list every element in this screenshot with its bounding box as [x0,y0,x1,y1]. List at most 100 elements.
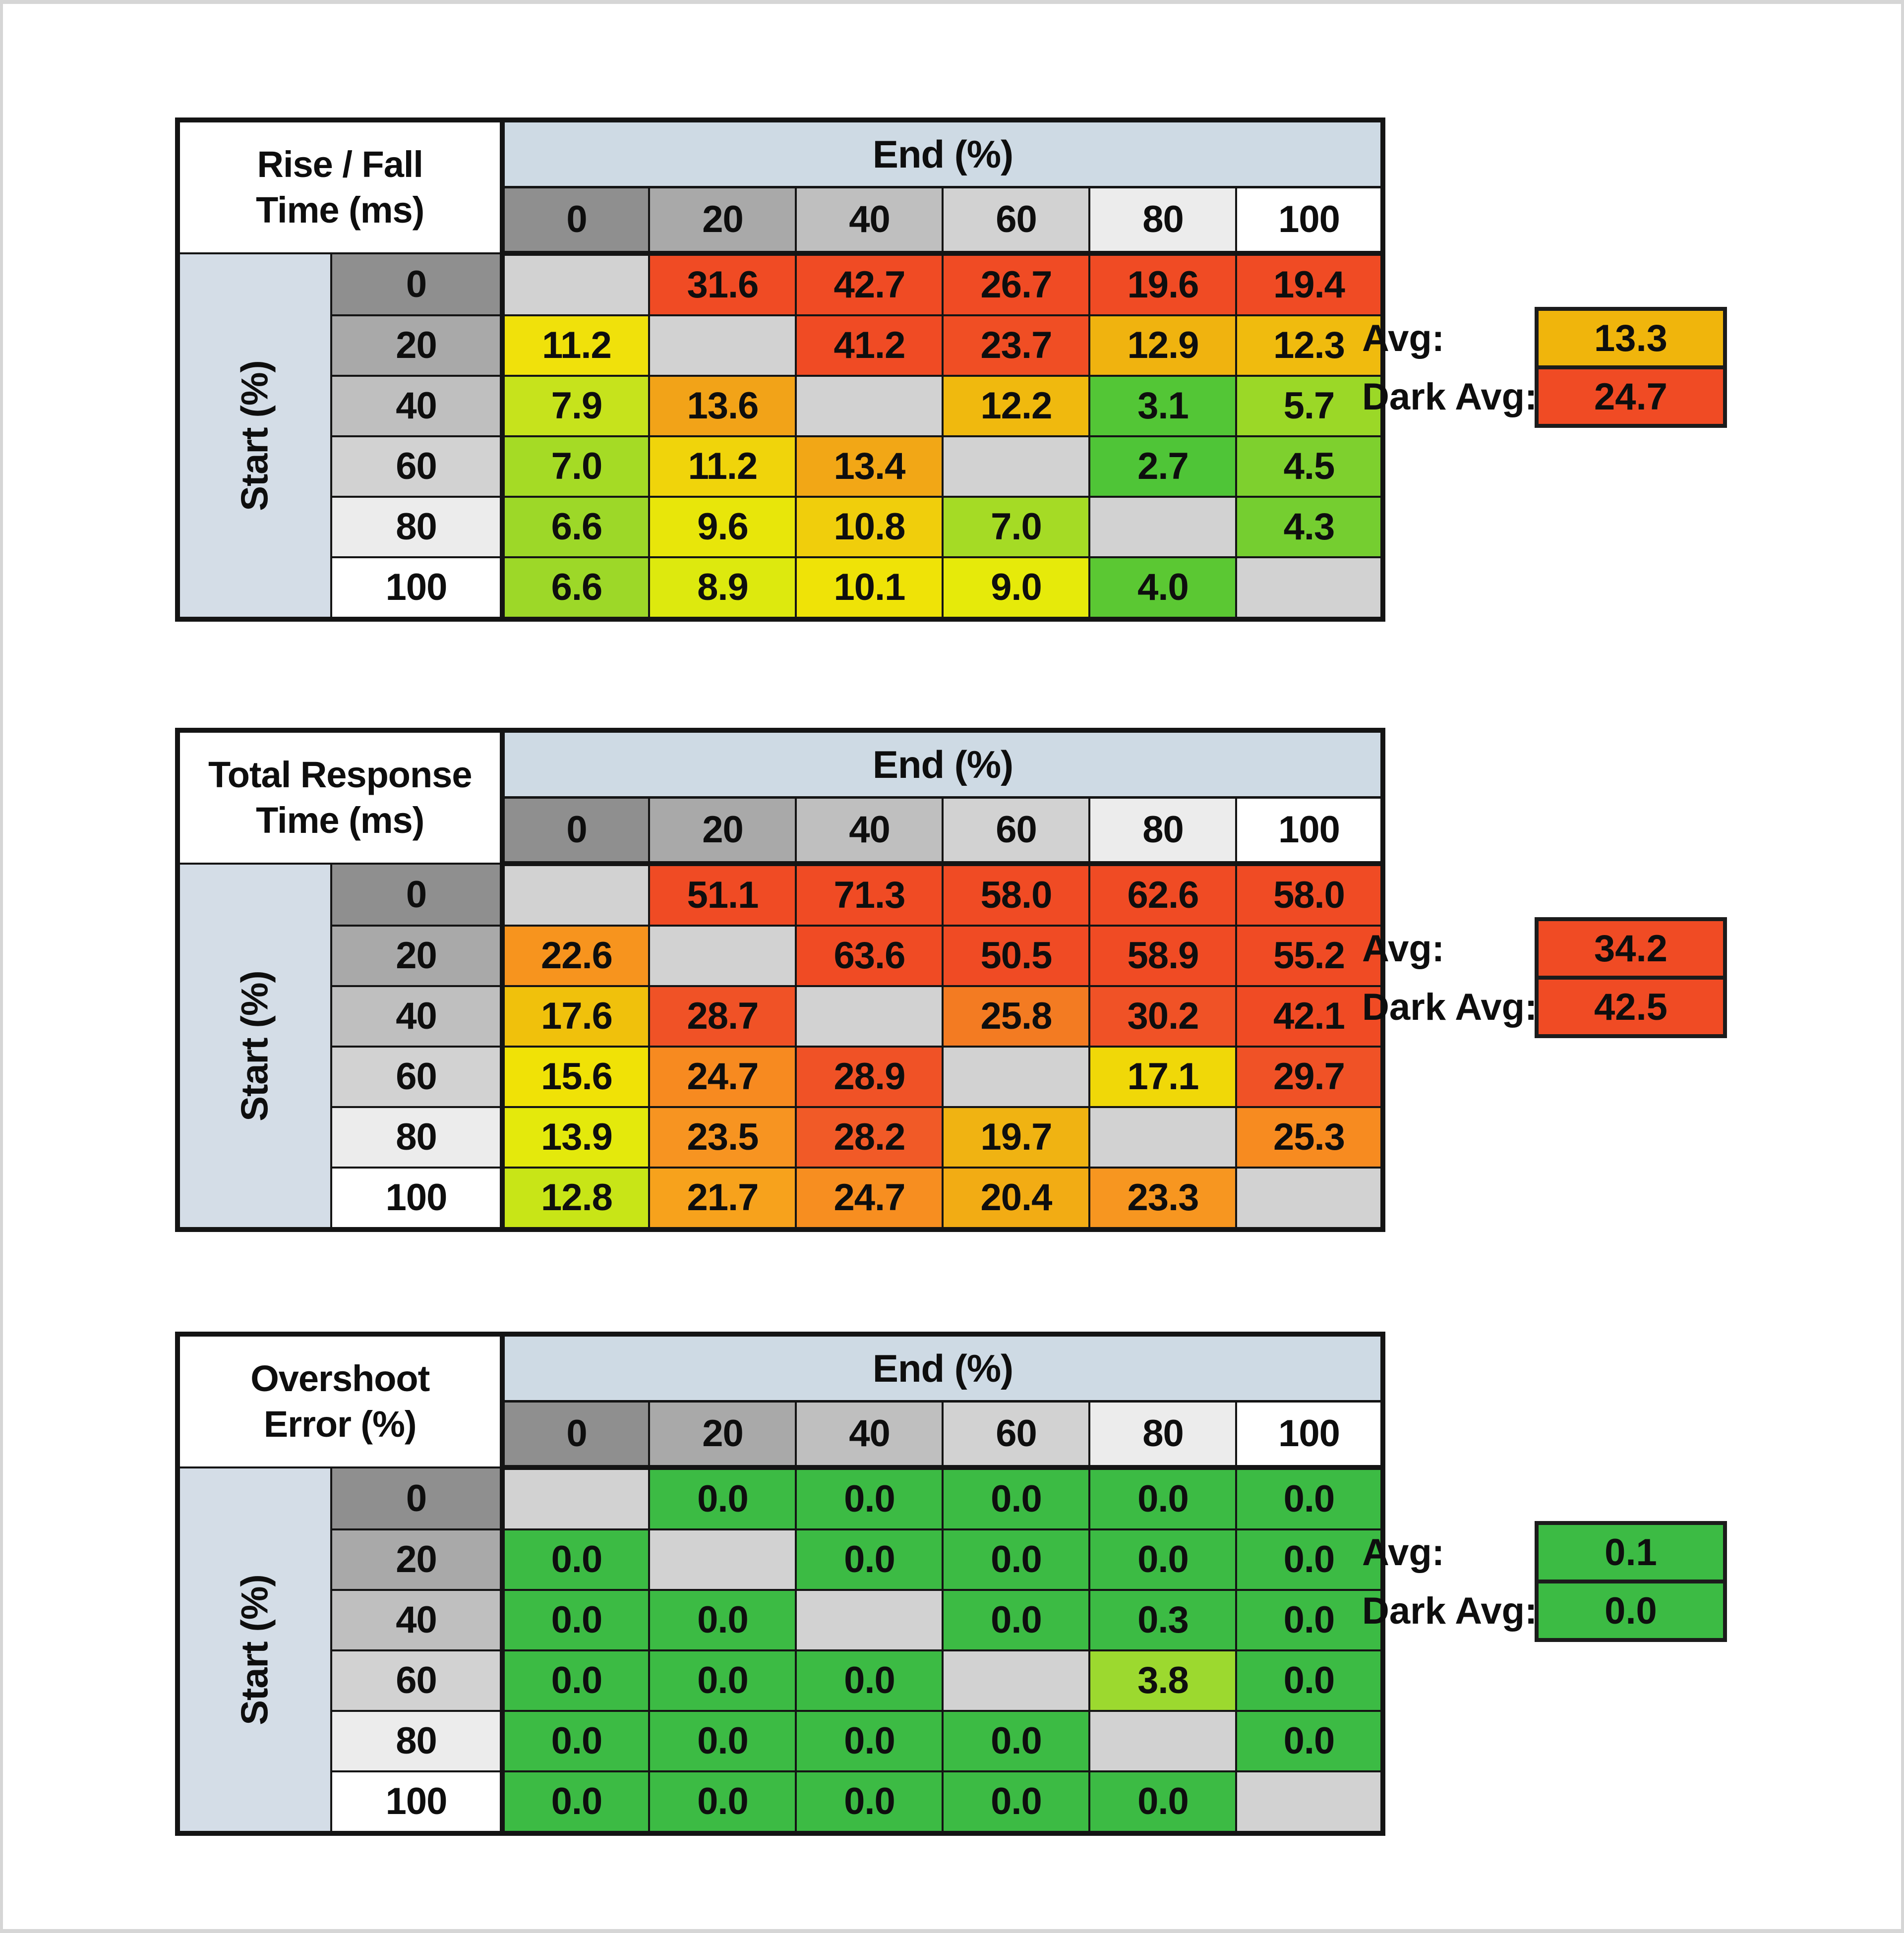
cell-diagonal-60 [942,1649,1091,1712]
cell-diagonal-40 [795,375,944,437]
cell-start60-end20: 24.7 [648,1046,797,1108]
cell-start80-end0: 13.9 [501,1106,651,1169]
cell-start0-end40: 71.3 [795,863,944,927]
cell-start60-end100: 0.0 [1235,1649,1384,1712]
col-header-40: 40 [795,186,944,256]
row-header-20: 20 [330,925,505,987]
cell-start60-end40: 28.9 [795,1046,944,1108]
cell-start60-end40: 13.4 [795,435,944,498]
cell-diagonal-80 [1088,496,1238,558]
row-header-20: 20 [330,314,505,377]
cell-start20-end100: 55.2 [1235,925,1384,987]
cell-start20-end40: 63.6 [795,925,944,987]
col-header-80: 80 [1088,186,1238,256]
col-header-0: 0 [501,796,651,866]
cell-start0-end100: 0.0 [1235,1466,1384,1530]
heatmap-table-total-response-time: Total Response Time (ms) End (%) 0 20 40 60 80 1… [175,728,1762,1232]
end-axis-label: End (%) [501,1333,1384,1403]
row-header-100: 100 [330,1167,505,1230]
dark-avg-value-box: 24.7 [1535,365,1727,428]
table-title: Overshoot Error (%) [176,1333,505,1468]
cell-start60-end20: 11.2 [648,435,797,498]
cell-start60-end0: 7.0 [501,435,651,498]
cell-start100-end40: 0.0 [795,1770,944,1834]
cell-start100-end20: 21.7 [648,1167,797,1230]
dark-avg-value-box: 42.5 [1535,976,1727,1038]
row-header-0: 0 [330,1466,505,1530]
cell-start0-end80: 0.0 [1088,1466,1238,1530]
row-header-80: 80 [330,496,505,558]
dark-avg-label: Dark Avg: [1362,1589,1538,1632]
cell-start100-end40: 24.7 [795,1167,944,1230]
table-title-line1: Rise / Fall [257,144,423,185]
cell-diagonal-80 [1088,1106,1238,1169]
row-header-80: 80 [330,1106,505,1169]
col-header-20: 20 [648,1400,797,1470]
col-header-100: 100 [1235,796,1384,866]
table-title: Rise / Fall Time (ms) [176,119,505,254]
cell-start0-end60: 0.0 [942,1466,1091,1530]
cell-start80-end0: 6.6 [501,496,651,558]
cell-start60-end20: 0.0 [648,1649,797,1712]
cell-start0-end20: 0.0 [648,1466,797,1530]
cell-start60-end40: 0.0 [795,1649,944,1712]
cell-start60-end80: 2.7 [1088,435,1238,498]
start-axis-label: Start (%) [234,1574,276,1725]
cell-start40-end100: 5.7 [1235,375,1384,437]
cell-start40-end100: 0.0 [1235,1589,1384,1651]
cell-diagonal-40 [795,1589,944,1651]
cell-start80-end40: 10.8 [795,496,944,558]
cell-start60-end80: 3.8 [1088,1649,1238,1712]
cell-start80-end100: 0.0 [1235,1710,1384,1772]
cell-start100-end60: 9.0 [942,556,1091,620]
total-response-averages: Avg: 34.2 Dark Avg: 42.5 [1362,917,1727,1038]
start-axis-label-cell: Start (%) [176,252,333,620]
cell-start20-end80: 58.9 [1088,925,1238,987]
heatmap-table-rise-fall-time: Rise / Fall Time (ms) End (%) 0 20 40 60 80 100 S… [175,117,1762,622]
avg-label: Avg: [1362,927,1445,970]
cell-start20-end0: 22.6 [501,925,651,987]
cell-start40-end60: 12.2 [942,375,1091,437]
cell-start40-end20: 0.0 [648,1589,797,1651]
avg-value-box: 0.1 [1535,1521,1727,1583]
cell-start0-end20: 51.1 [648,863,797,927]
overshoot-averages: Avg: 0.1 Dark Avg: 0.0 [1362,1521,1727,1642]
cell-diagonal-60 [942,435,1091,498]
cell-start40-end20: 13.6 [648,375,797,437]
cell-start100-end0: 12.8 [501,1167,651,1230]
cell-start20-end40: 41.2 [795,314,944,377]
cell-start0-end80: 62.6 [1088,863,1238,927]
cell-start40-end0: 17.6 [501,985,651,1048]
cell-start20-end0: 11.2 [501,314,651,377]
table-title-line1: Total Response [208,754,473,795]
col-header-0: 0 [501,186,651,256]
cell-start60-end0: 0.0 [501,1649,651,1712]
rise-fall-grid: Rise / Fall Time (ms) End (%) 0 20 40 60 80 100 S… [175,117,1386,622]
cell-start80-end100: 4.3 [1235,496,1384,558]
row-header-40: 40 [330,375,505,437]
cell-diagonal-40 [795,985,944,1048]
heatmap-table-overshoot-error: Overshoot Error (%) End (%) 0 20 40 60 80 100 Sta… [175,1332,1762,1836]
col-header-60: 60 [942,796,1091,866]
cell-start40-end0: 0.0 [501,1589,651,1651]
start-axis-label: Start (%) [234,360,276,511]
cell-start100-end80: 4.0 [1088,556,1238,620]
row-header-100: 100 [330,556,505,620]
cell-start80-end60: 19.7 [942,1106,1091,1169]
cell-diagonal-100 [1235,556,1384,620]
cell-start80-end20: 0.0 [648,1710,797,1772]
col-header-60: 60 [942,1400,1091,1470]
cell-start80-end20: 9.6 [648,496,797,558]
cell-start20-end60: 0.0 [942,1528,1091,1591]
table-title-line2: Time (ms) [256,189,424,231]
page-edge-left [0,0,3,1933]
end-axis-label: End (%) [501,119,1384,188]
cell-diagonal-20 [648,925,797,987]
col-header-60: 60 [942,186,1091,256]
cell-start40-end100: 42.1 [1235,985,1384,1048]
overshoot-grid: Overshoot Error (%) End (%) 0 20 40 60 80 100 Sta… [175,1332,1386,1836]
cell-start40-end80: 0.3 [1088,1589,1238,1651]
dark-avg-value-box: 0.0 [1535,1580,1727,1642]
cell-start40-end80: 3.1 [1088,375,1238,437]
start-axis-label-cell: Start (%) [176,1466,333,1834]
